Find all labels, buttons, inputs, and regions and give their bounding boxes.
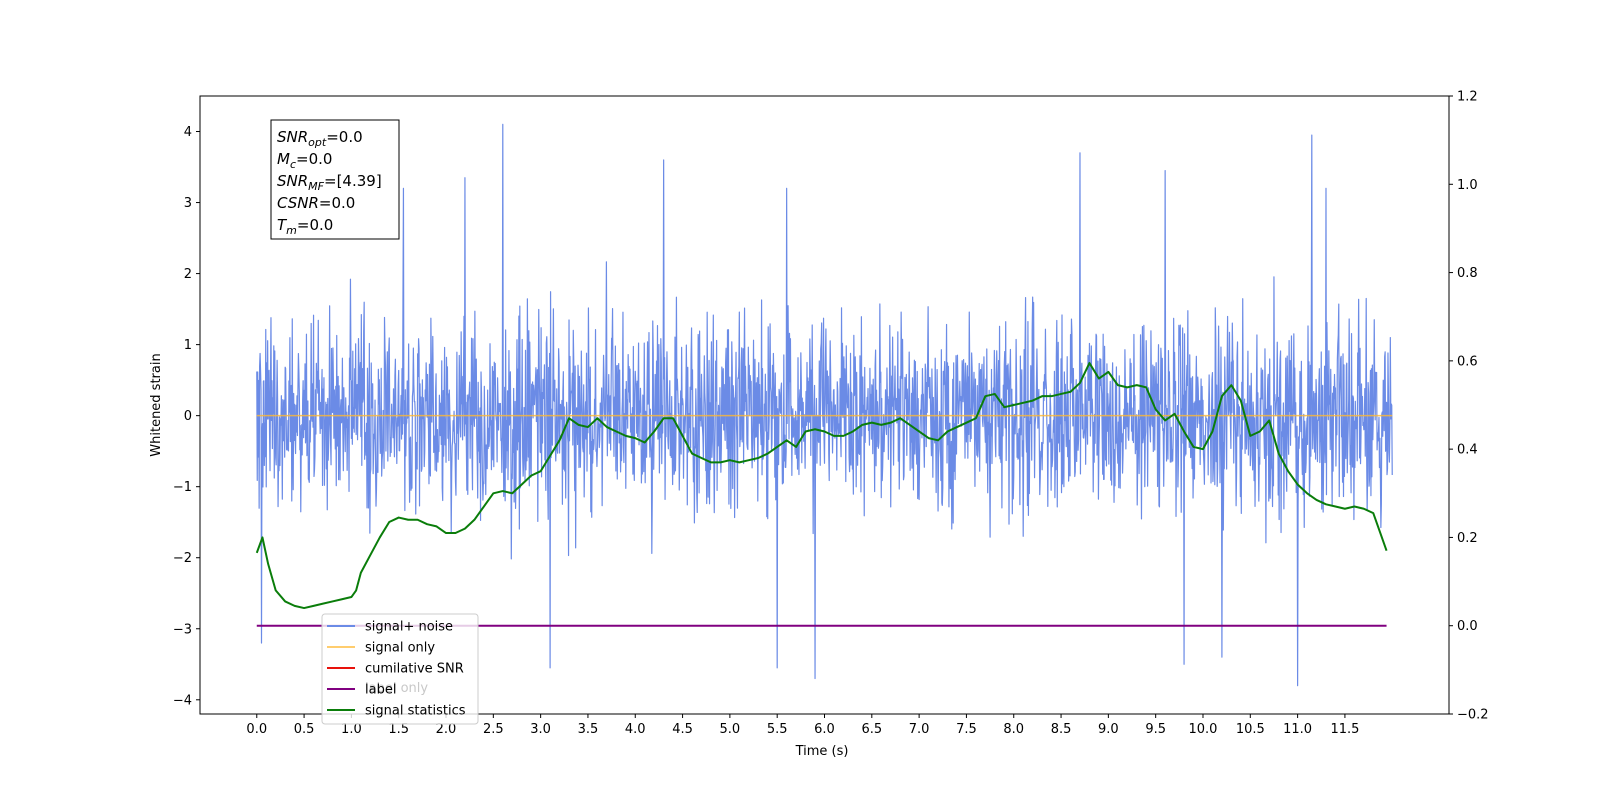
x-tick-label: 6.0 bbox=[814, 722, 835, 737]
x-tick-label: 1.5 bbox=[388, 722, 409, 737]
x-tick-label: 0.5 bbox=[294, 722, 315, 737]
legend-entry-label: label bbox=[365, 683, 396, 698]
y-tick-label: 4 bbox=[184, 125, 192, 140]
info-var: CSNR bbox=[277, 194, 319, 212]
y-tick-label: −2 bbox=[173, 551, 192, 566]
y-axis-left: 4 3 2 1 0 −1 −2 −3 −4 bbox=[173, 125, 200, 708]
x-axis: 0.0 0.5 1.0 1.5 2.0 2.5 3.0 3.5 4.0 4.5 5.0 5.5 6.0 6… bbox=[246, 714, 1359, 737]
info-value: =0.0 bbox=[326, 128, 362, 146]
y-tick-label: 1 bbox=[184, 338, 192, 353]
info-box: SNRopt=0.0Mc=0.0SNRMF=[4.39]CSNR=0.0Tm=0… bbox=[270, 119, 400, 240]
y2-tick-label: 0.0 bbox=[1457, 619, 1478, 634]
info-var: T bbox=[277, 216, 288, 234]
x-tick-label: 0.0 bbox=[246, 722, 267, 737]
info-box-line: CSNR=0.0 bbox=[277, 194, 355, 212]
series-signal-statistics-line bbox=[255, 362, 1388, 610]
legend-entry-label: signal only bbox=[365, 641, 435, 656]
x-tick-label: 3.0 bbox=[530, 722, 551, 737]
y-axis-label: Whitened strain bbox=[149, 353, 164, 456]
legend: label only signal+ noise signal only cumila… bbox=[321, 613, 479, 725]
x-tick-label: 11.0 bbox=[1283, 722, 1312, 737]
x-tick-label: 10.5 bbox=[1236, 722, 1265, 737]
info-box-line: Tm=0.0 bbox=[277, 216, 333, 237]
info-box-line: SNRMF=[4.39] bbox=[277, 172, 382, 193]
y2-tick-label: 0.4 bbox=[1457, 443, 1478, 458]
x-tick-label: 8.5 bbox=[1051, 722, 1072, 737]
x-tick-label: 10.0 bbox=[1189, 722, 1218, 737]
legend-entry-label: signal+ noise bbox=[365, 620, 453, 635]
info-var: M bbox=[277, 150, 290, 168]
y2-tick-label: 0.6 bbox=[1457, 354, 1478, 369]
y-axis-right: 1.2 1.0 0.8 0.6 0.4 0.2 0.0 −0.2 bbox=[1449, 90, 1489, 723]
info-value: =0.0 bbox=[319, 194, 355, 212]
x-tick-label: 4.5 bbox=[672, 722, 693, 737]
y-tick-label: 0 bbox=[184, 409, 192, 424]
y-tick-label: 3 bbox=[184, 196, 192, 211]
y2-tick-label: 0.2 bbox=[1457, 531, 1478, 546]
info-subscript: c bbox=[290, 158, 296, 171]
info-subscript: m bbox=[286, 224, 297, 237]
x-tick-label: 4.0 bbox=[625, 722, 646, 737]
x-tick-label: 11.5 bbox=[1330, 722, 1359, 737]
y2-tick-label: −0.2 bbox=[1457, 708, 1489, 723]
y2-tick-label: 1.0 bbox=[1457, 178, 1478, 193]
info-subscript: MF bbox=[308, 180, 324, 193]
legend-overlap-text: label only bbox=[365, 681, 428, 696]
y-tick-label: 2 bbox=[184, 267, 192, 282]
y2-tick-label: 0.8 bbox=[1457, 266, 1478, 281]
legend-entry-label: cumilative SNR bbox=[365, 662, 464, 677]
y2-tick-label: 1.2 bbox=[1457, 90, 1478, 105]
x-tick-label: 2.0 bbox=[436, 722, 457, 737]
info-subscript: opt bbox=[308, 136, 327, 149]
x-tick-label: 3.5 bbox=[578, 722, 599, 737]
x-tick-label: 2.5 bbox=[483, 722, 504, 737]
y-tick-label: −3 bbox=[173, 622, 192, 637]
y-tick-label: −1 bbox=[173, 480, 192, 495]
x-tick-label: 7.0 bbox=[909, 722, 930, 737]
info-box-line: SNRopt=0.0 bbox=[277, 128, 363, 149]
info-box-line: Mc=0.0 bbox=[277, 150, 332, 171]
legend-frame bbox=[321, 613, 479, 725]
series-signal-noise-line bbox=[256, 123, 1393, 687]
x-tick-label: 1.0 bbox=[341, 722, 362, 737]
info-value: =0.0 bbox=[296, 150, 332, 168]
x-tick-label: 9.5 bbox=[1145, 722, 1166, 737]
x-tick-label: 8.0 bbox=[1003, 722, 1024, 737]
info-var: SNR bbox=[277, 128, 308, 146]
info-value: =0.0 bbox=[297, 216, 333, 234]
y-tick-label: −4 bbox=[173, 693, 192, 708]
x-tick-label: 5.0 bbox=[720, 722, 741, 737]
legend-entry-label: signal statistics bbox=[365, 704, 466, 719]
x-tick-label: 7.5 bbox=[956, 722, 977, 737]
x-tick-label: 5.5 bbox=[767, 722, 788, 737]
x-tick-label: 6.5 bbox=[861, 722, 882, 737]
info-var: SNR bbox=[277, 172, 308, 190]
x-axis-label: Time (s) bbox=[795, 744, 849, 759]
info-box-frame bbox=[270, 119, 400, 240]
info-value: =[4.39] bbox=[324, 172, 382, 190]
x-tick-label: 9.0 bbox=[1098, 722, 1119, 737]
